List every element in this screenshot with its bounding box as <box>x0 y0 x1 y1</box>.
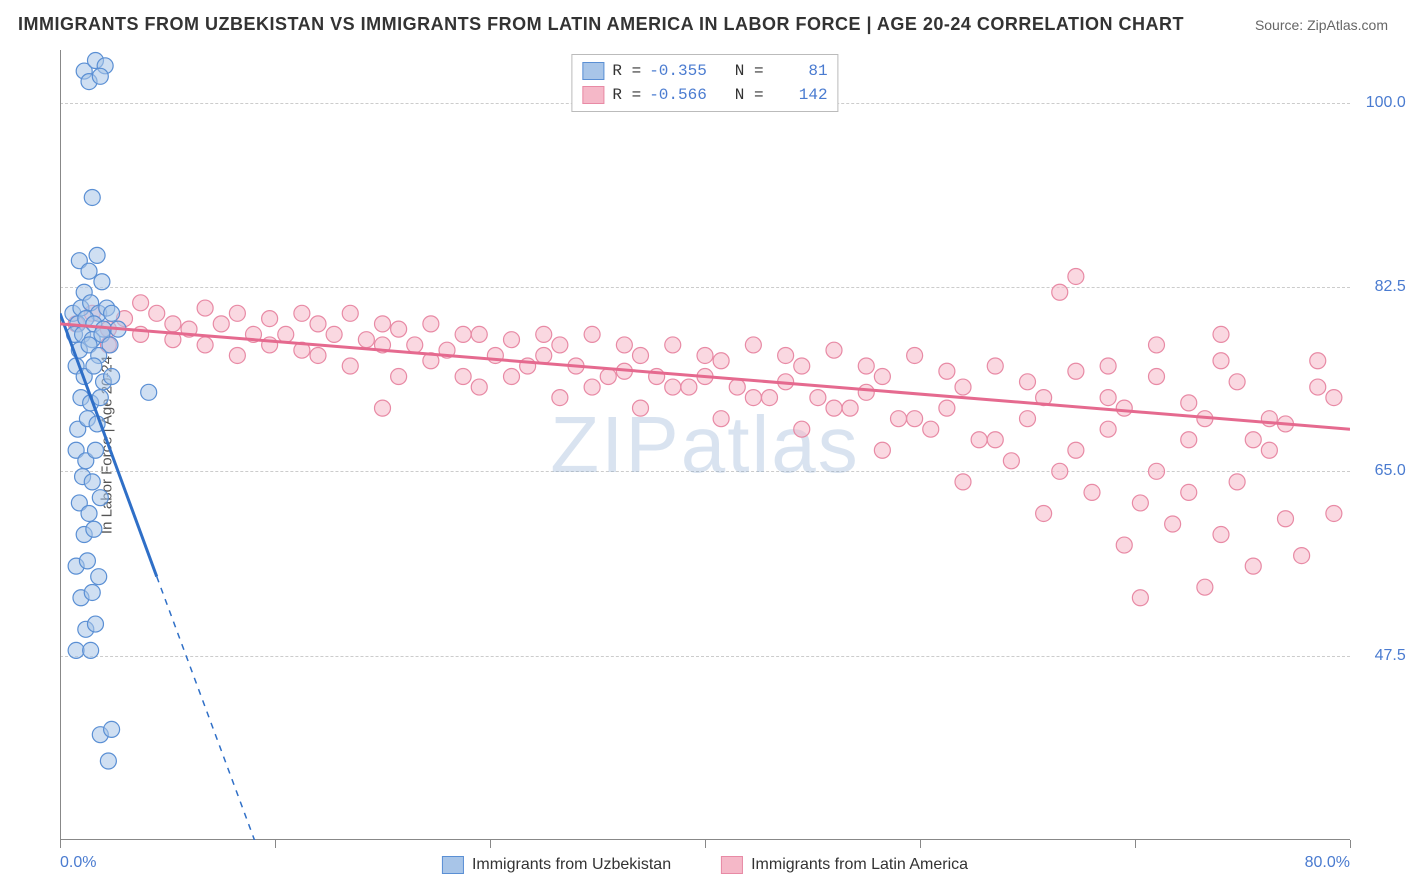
n-value-1: 81 <box>772 59 828 83</box>
legend-bottom-label-2: Immigrants from Latin America <box>751 856 968 874</box>
n-label-1: N = <box>735 59 764 83</box>
n-value-2: 142 <box>772 83 828 107</box>
chart-svg <box>60 50 1350 840</box>
legend-top-row-2: R = -0.566 N = 142 <box>582 83 827 107</box>
legend-bottom-label-1: Immigrants from Uzbekistan <box>472 856 671 874</box>
r-label-2: R = <box>612 83 641 107</box>
legend-swatch-2 <box>582 86 604 104</box>
x-tick-label: 0.0% <box>60 854 96 872</box>
y-tick-label: 82.5% <box>1360 278 1406 296</box>
legend-bottom-swatch-1 <box>442 856 464 874</box>
y-tick-label: 65.0% <box>1360 462 1406 480</box>
x-tick-label: 80.0% <box>1305 854 1350 872</box>
chart-title: IMMIGRANTS FROM UZBEKISTAN VS IMMIGRANTS… <box>18 14 1184 35</box>
legend-bottom-item-2: Immigrants from Latin America <box>721 856 968 874</box>
legend-top: R = -0.355 N = 81 R = -0.566 N = 142 <box>571 54 838 112</box>
y-tick-label: 47.5% <box>1360 647 1406 665</box>
r-value-1: -0.355 <box>649 59 707 83</box>
r-value-2: -0.566 <box>649 83 707 107</box>
legend-bottom-item-1: Immigrants from Uzbekistan <box>442 856 671 874</box>
legend-top-row-1: R = -0.355 N = 81 <box>582 59 827 83</box>
legend-swatch-1 <box>582 62 604 80</box>
plot-container: In Labor Force | Age 20-24 ZIPatlas 0.0%… <box>60 50 1350 840</box>
legend-bottom-swatch-2 <box>721 856 743 874</box>
legend-bottom: Immigrants from Uzbekistan Immigrants fr… <box>442 856 968 874</box>
n-label-2: N = <box>735 83 764 107</box>
source-label: Source: ZipAtlas.com <box>1255 17 1388 33</box>
r-label-1: R = <box>612 59 641 83</box>
y-tick-label: 100.0% <box>1360 94 1406 112</box>
